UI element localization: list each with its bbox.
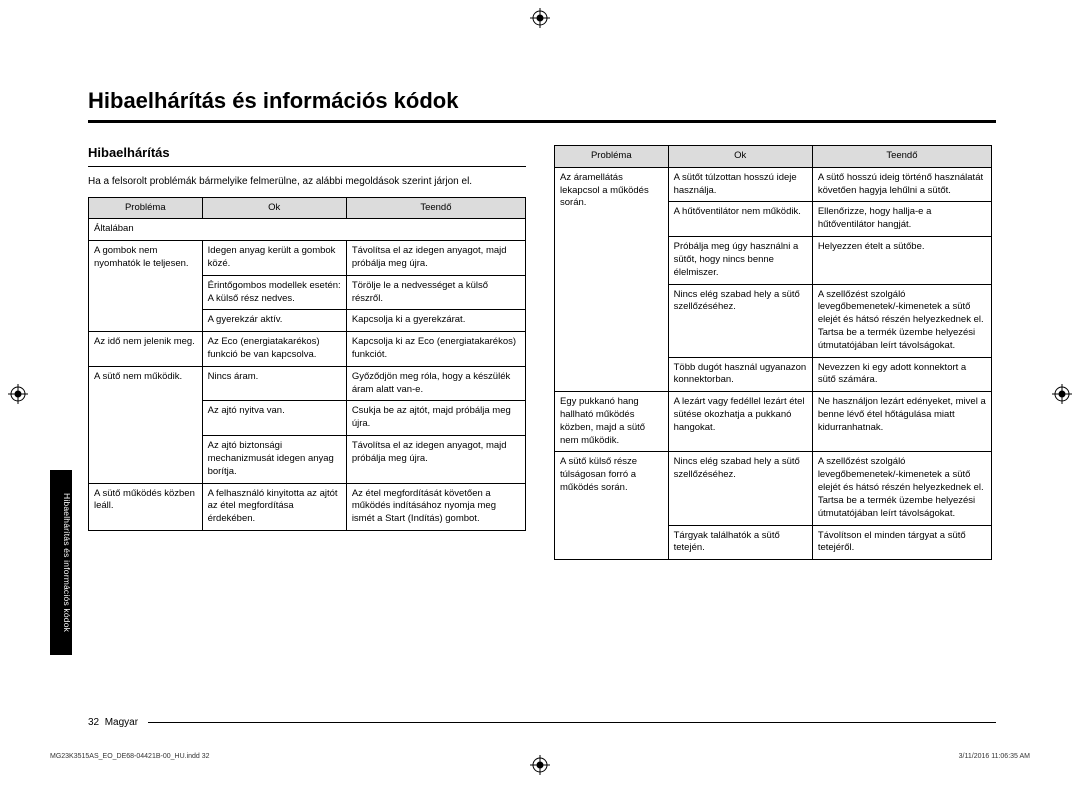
- cell-action: A sütő hosszú ideig történő használatát …: [812, 167, 991, 202]
- troubleshooting-table-left: Probléma Ok Teendő Általában A gombok ne…: [88, 197, 526, 531]
- cell-cause: A gyerekzár aktív.: [202, 310, 346, 332]
- cell-action: Kapcsolja ki az Eco (energiatakarékos) f…: [346, 332, 525, 367]
- cell-problem: Egy pukkanó hang hallható működés közben…: [555, 392, 669, 452]
- th-problem: Probléma: [555, 146, 669, 168]
- registration-mark-top: [530, 8, 550, 33]
- registration-mark-bottom: [530, 755, 550, 780]
- troubleshooting-table-right: Probléma Ok Teendő Az áramellátás lekapc…: [554, 145, 992, 560]
- section-title: Hibaelhárítás: [88, 145, 526, 160]
- cell-cause: Az ajtó biztonsági mechanizmusát idegen …: [202, 436, 346, 483]
- cell-cause: Érintőgombos modellek esetén: A külső ré…: [202, 275, 346, 310]
- table-row: A sütő külső része túlságosan forró a mű…: [555, 452, 992, 525]
- table-row: A sütő működés közben leáll. A felhaszná…: [89, 483, 526, 530]
- page-title: Hibaelhárítás és információs kódok: [88, 88, 996, 114]
- cell-action: Ellenőrizze, hogy hallja-e a hűtőventilá…: [812, 202, 991, 237]
- imprint-left: MG23K3515AS_EO_DE68-04421B-00_HU.indd 32: [50, 753, 210, 760]
- cell-action: Nevezzen ki egy adott konnektort a sütő …: [812, 357, 991, 392]
- cell-cause: A sütőt túlzottan hosszú ideje használja…: [668, 167, 812, 202]
- cell-action: Távolítsa el az idegen anyagot, majd pró…: [346, 436, 525, 483]
- registration-mark-right: [1052, 384, 1072, 409]
- cell-action: Győződjön meg róla, hogy a készülék áram…: [346, 366, 525, 401]
- cell-problem: A gombok nem nyomhatók le teljesen.: [89, 241, 203, 332]
- th-problem: Probléma: [89, 197, 203, 219]
- cell-cause: A hűtőventilátor nem működik.: [668, 202, 812, 237]
- page-footer: 32 Magyar: [88, 717, 996, 728]
- table-row: Az idő nem jelenik meg. Az Eco (energiat…: [89, 332, 526, 367]
- th-cause: Ok: [202, 197, 346, 219]
- cell-cause: Tárgyak találhatók a sütő tetején.: [668, 525, 812, 560]
- th-action: Teendő: [346, 197, 525, 219]
- th-action: Teendő: [812, 146, 991, 168]
- cell-problem: A sütő működés közben leáll.: [89, 483, 203, 530]
- title-rule: [88, 120, 996, 123]
- page-number: 32 Magyar: [88, 717, 138, 728]
- page-language: Magyar: [105, 717, 138, 728]
- cell-cause: Nincs áram.: [202, 366, 346, 401]
- th-cause: Ok: [668, 146, 812, 168]
- cell-action: Távolítsa el az idegen anyagot, majd pró…: [346, 241, 525, 276]
- side-tab: Hibaelhárítás és információs kódok: [50, 470, 72, 655]
- cell-cause: Az Eco (energiatakarékos) funkció be van…: [202, 332, 346, 367]
- cell-action: Távolítson el minden tárgyat a sütő tete…: [812, 525, 991, 560]
- cell-action: Csukja be az ajtót, majd próbálja meg új…: [346, 401, 525, 436]
- cell-problem: A sütő külső része túlságosan forró a mű…: [555, 452, 669, 560]
- table-row: Egy pukkanó hang hallható működés közben…: [555, 392, 992, 452]
- cell-cause: Nincs elég szabad hely a sütő szellőzésé…: [668, 284, 812, 357]
- cell-cause: Próbálja meg úgy használni a sütőt, hogy…: [668, 237, 812, 284]
- table-row: Az áramellátás lekapcsol a működés során…: [555, 167, 992, 202]
- cell-cause: Nincs elég szabad hely a sütő szellőzésé…: [668, 452, 812, 525]
- section-rule: [88, 166, 526, 167]
- cell-problem: Az idő nem jelenik meg.: [89, 332, 203, 367]
- cell-action: Ne használjon lezárt edényeket, mivel a …: [812, 392, 991, 452]
- cell-action: Kapcsolja ki a gyerekzárat.: [346, 310, 525, 332]
- footer-rule: [148, 722, 996, 723]
- cell-action: A szellőzést szolgáló levegőbemenetek/-k…: [812, 452, 991, 525]
- cell-action: Törölje le a nedvességet a külső részről…: [346, 275, 525, 310]
- two-columns: Hibaelhárítás Ha a felsorolt problémák b…: [88, 145, 996, 560]
- cell-action: A szellőzést szolgáló levegőbemenetek/-k…: [812, 284, 991, 357]
- right-column: Probléma Ok Teendő Az áramellátás lekapc…: [554, 145, 992, 560]
- cell-cause: Az ajtó nyitva van.: [202, 401, 346, 436]
- cell-cause: Idegen anyag került a gombok közé.: [202, 241, 346, 276]
- cell-problem: A sütő nem működik.: [89, 366, 203, 483]
- left-column: Hibaelhárítás Ha a felsorolt problémák b…: [88, 145, 526, 560]
- page-body: Hibaelhárítás és információs kódok Hibae…: [88, 88, 996, 560]
- cell-cause: A felhasználó kinyitotta az ajtót az éte…: [202, 483, 346, 530]
- intro-text: Ha a felsorolt problémák bármelyike felm…: [88, 175, 526, 189]
- imprint-right: 3/11/2016 11:06:35 AM: [959, 753, 1030, 760]
- cell-cause: Több dugót használ ugyanazon konnektorba…: [668, 357, 812, 392]
- cell-problem: Az áramellátás lekapcsol a működés során…: [555, 167, 669, 391]
- registration-mark-left: [8, 384, 28, 409]
- cell-cause: A lezárt vagy fedéllel lezárt étel sütés…: [668, 392, 812, 452]
- table-row: A sütő nem működik. Nincs áram. Győződjö…: [89, 366, 526, 401]
- page-number-value: 32: [88, 717, 99, 728]
- category-row: Általában: [89, 219, 526, 241]
- table-row: A gombok nem nyomhatók le teljesen. Ideg…: [89, 241, 526, 276]
- cell-action: Helyezzen ételt a sütőbe.: [812, 237, 991, 284]
- cell-action: Az étel megfordítását követően a működés…: [346, 483, 525, 530]
